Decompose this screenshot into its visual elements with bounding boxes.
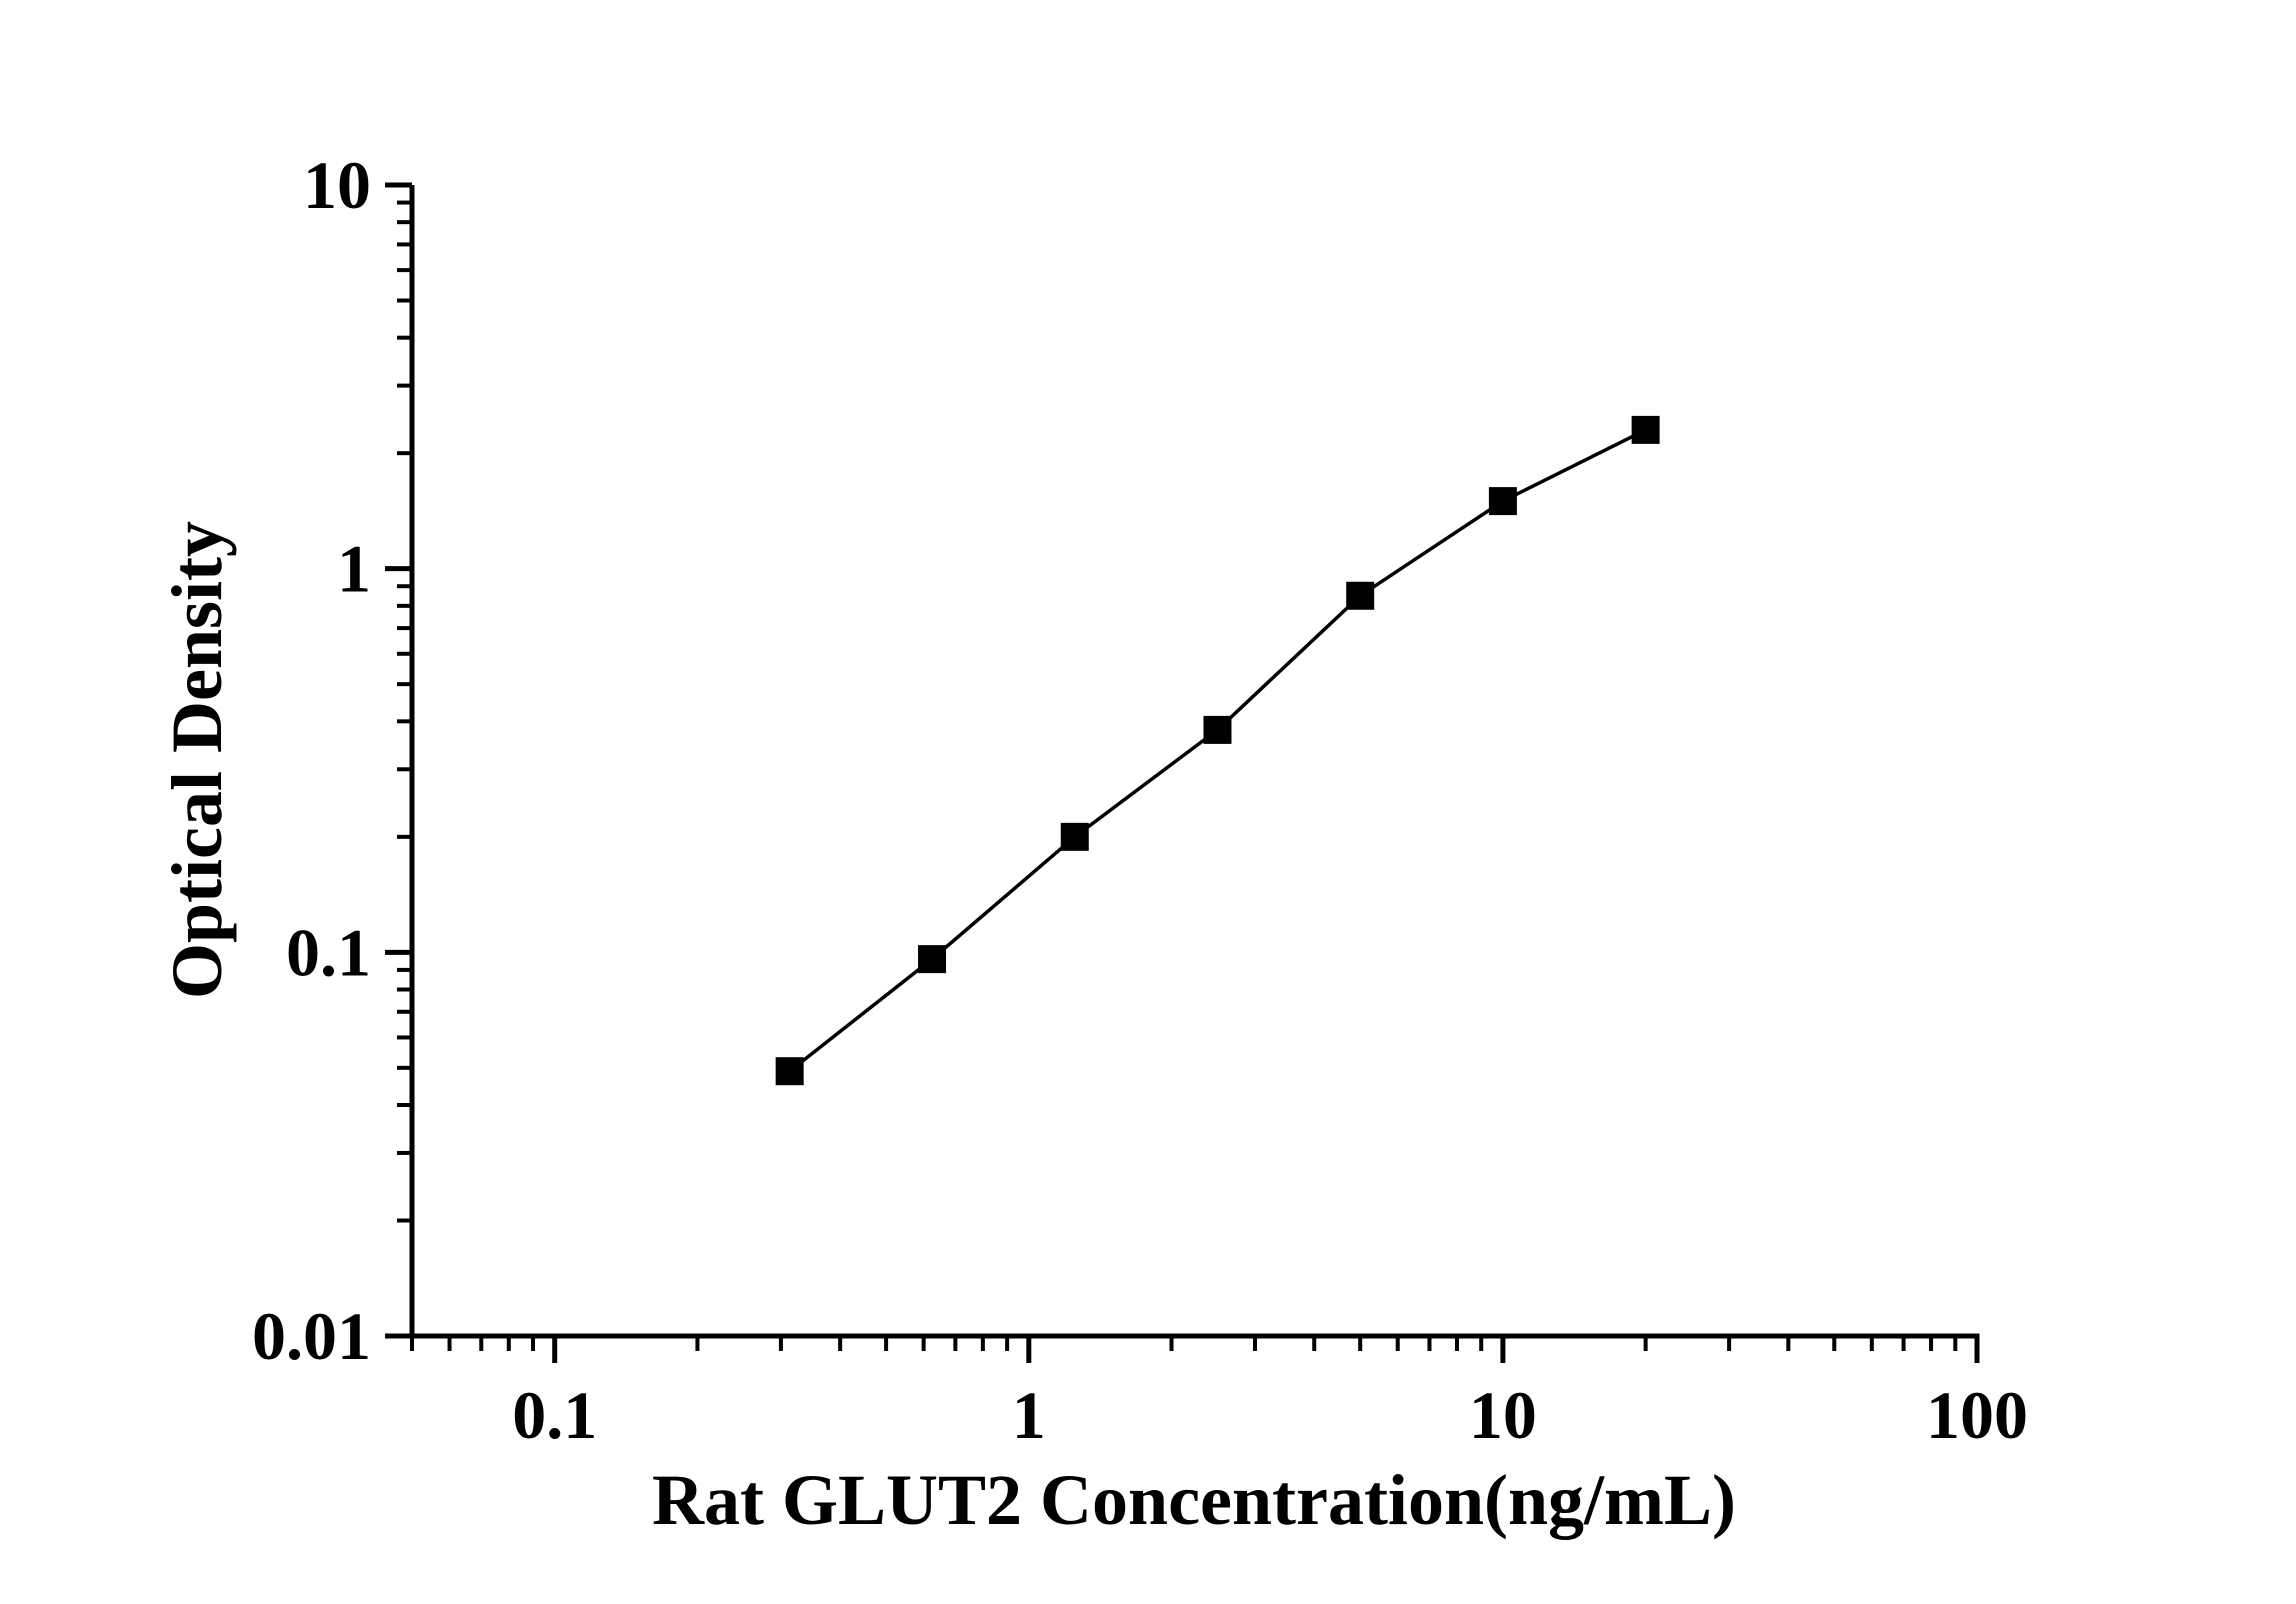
x-tick-label: 100 bbox=[1926, 1377, 2028, 1453]
y-tick-label: 0.01 bbox=[252, 1298, 371, 1374]
x-axis-title: Rat GLUT2 Concentration(ng/mL) bbox=[652, 1460, 1736, 1540]
y-axis-title: Optical Density bbox=[157, 521, 237, 999]
data-point-marker bbox=[1203, 715, 1232, 744]
y-tick-label: 0.1 bbox=[286, 914, 371, 990]
data-point-marker bbox=[775, 1057, 804, 1086]
x-tick-label: 0.1 bbox=[512, 1377, 597, 1453]
standard-curve-line bbox=[788, 428, 1647, 1073]
data-point-marker bbox=[1631, 415, 1660, 444]
y-tick-label: 10 bbox=[303, 147, 371, 223]
data-point-marker bbox=[1060, 822, 1089, 851]
data-point-marker bbox=[1346, 581, 1375, 610]
data-point-marker bbox=[918, 945, 947, 974]
data-point-marker bbox=[1488, 487, 1517, 516]
y-tick-label: 1 bbox=[337, 531, 371, 607]
x-tick-label: 10 bbox=[1469, 1377, 1537, 1453]
x-tick-label: 1 bbox=[1012, 1377, 1046, 1453]
